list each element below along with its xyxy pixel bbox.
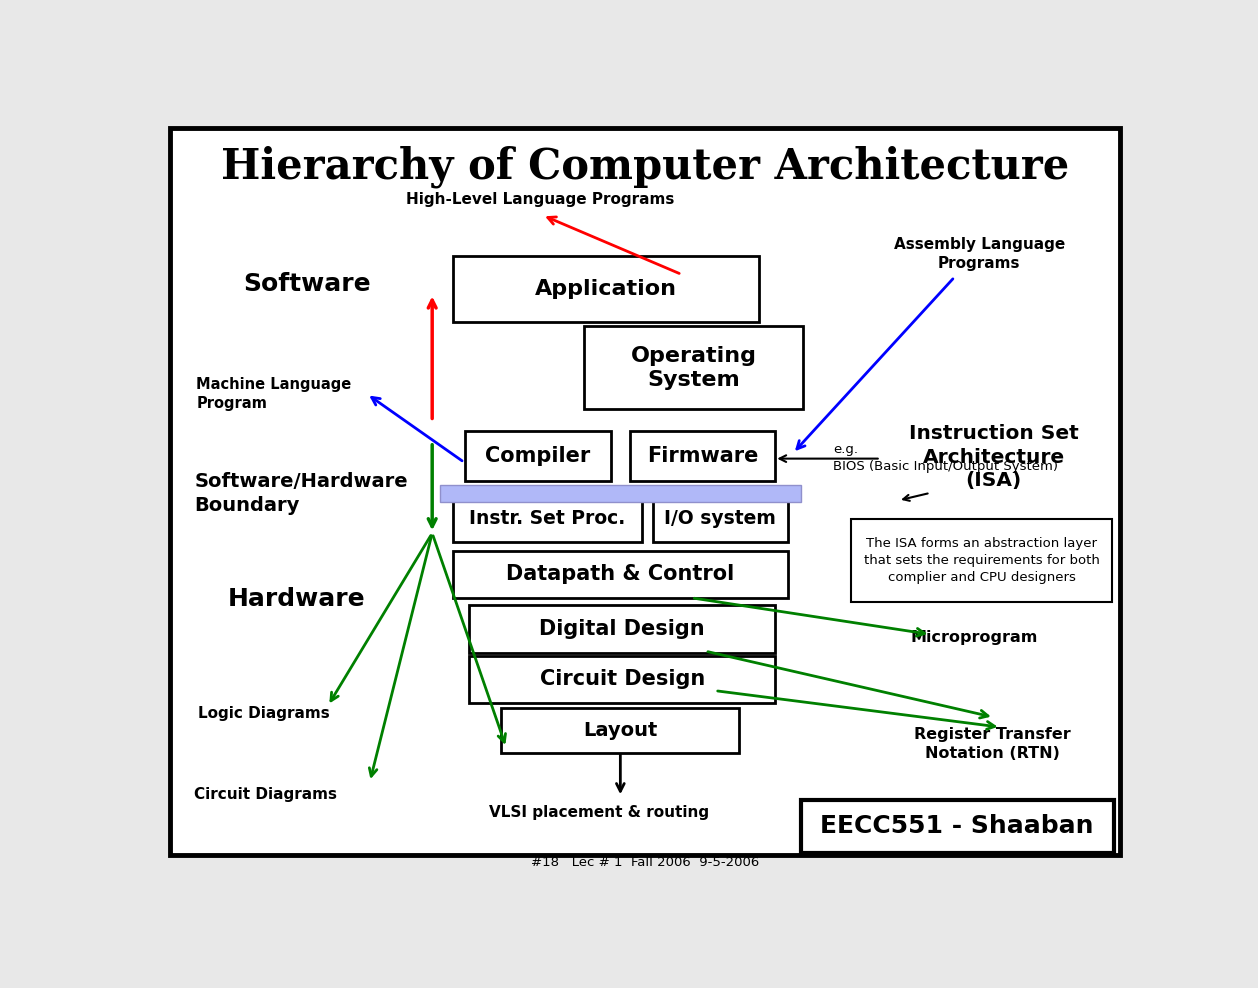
FancyBboxPatch shape	[453, 550, 788, 598]
FancyBboxPatch shape	[453, 495, 642, 542]
FancyBboxPatch shape	[584, 326, 803, 409]
Text: The ISA forms an abstraction layer
that sets the requirements for both
complier : The ISA forms an abstraction layer that …	[864, 537, 1099, 584]
Text: Layout: Layout	[584, 721, 658, 740]
Text: Microprogram: Microprogram	[911, 630, 1038, 645]
Text: Operating
System: Operating System	[630, 346, 756, 389]
Text: Software: Software	[243, 273, 371, 296]
Text: Assembly Language
Programs: Assembly Language Programs	[893, 237, 1064, 271]
Text: VLSI placement & routing: VLSI placement & routing	[489, 805, 710, 820]
Text: Digital Design: Digital Design	[540, 619, 706, 639]
Text: EECC551 - Shaaban: EECC551 - Shaaban	[820, 814, 1093, 838]
Text: Register Transfer
Notation (RTN): Register Transfer Notation (RTN)	[915, 727, 1071, 761]
FancyBboxPatch shape	[801, 800, 1113, 853]
FancyBboxPatch shape	[852, 519, 1112, 603]
Text: Hardware: Hardware	[228, 587, 365, 612]
FancyBboxPatch shape	[469, 656, 775, 702]
FancyBboxPatch shape	[630, 431, 775, 481]
Text: High-Level Language Programs: High-Level Language Programs	[406, 193, 674, 207]
Text: I/O system: I/O system	[664, 509, 776, 529]
Text: Machine Language
Program: Machine Language Program	[196, 376, 351, 411]
Text: e.g.
BIOS (Basic Input/Output System): e.g. BIOS (Basic Input/Output System)	[833, 443, 1058, 472]
Text: Circuit Diagrams: Circuit Diagrams	[194, 786, 337, 801]
FancyBboxPatch shape	[502, 708, 740, 753]
Text: #18   Lec # 1  Fall 2006  9-5-2006: #18 Lec # 1 Fall 2006 9-5-2006	[531, 856, 759, 869]
Bar	[440, 485, 801, 502]
Text: Instr. Set Proc.: Instr. Set Proc.	[469, 509, 625, 529]
FancyBboxPatch shape	[170, 128, 1120, 855]
Text: Circuit Design: Circuit Design	[540, 669, 704, 690]
Text: Hierarchy of Computer Architecture: Hierarchy of Computer Architecture	[220, 145, 1069, 188]
Text: Logic Diagrams: Logic Diagrams	[199, 706, 330, 721]
FancyBboxPatch shape	[653, 495, 788, 542]
FancyBboxPatch shape	[453, 256, 759, 322]
Text: Software/Hardware
Boundary: Software/Hardware Boundary	[194, 472, 408, 515]
FancyBboxPatch shape	[465, 431, 610, 481]
Text: Datapath & Control: Datapath & Control	[506, 564, 735, 584]
Text: Instruction Set
Architecture
(ISA): Instruction Set Architecture (ISA)	[908, 424, 1078, 490]
FancyBboxPatch shape	[469, 606, 775, 653]
Text: Firmware: Firmware	[647, 447, 759, 466]
Text: Compiler: Compiler	[486, 447, 590, 466]
Text: Application: Application	[535, 279, 677, 299]
